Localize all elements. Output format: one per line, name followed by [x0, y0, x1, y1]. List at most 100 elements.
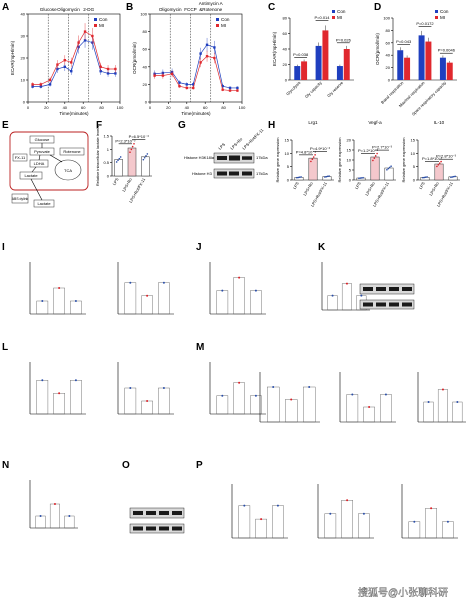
placeholder-blot-strip [359, 283, 415, 295]
pyruvate-to-ldha-arrow [38, 154, 41, 161]
p-value-label: P=1.8*10⁻³ [422, 156, 443, 161]
placeholder-bar [158, 387, 170, 415]
bar-1 [308, 157, 318, 181]
data-dot [438, 162, 441, 164]
panel-h-lrg1-bars: 0 5 10 15 Relative gene expression Lrg1 LPS LPS… [275, 120, 334, 208]
data-dot [423, 176, 426, 179]
legend-label-con: Con [99, 17, 108, 22]
data-point-mi [106, 67, 110, 71]
y-tick-label: 5 [349, 168, 352, 173]
y-tick-label: 40 [143, 64, 148, 69]
placeholder-dot [243, 504, 246, 507]
placeholder-dot [238, 381, 241, 384]
placeholder-dot [308, 386, 311, 388]
placeholder-dot [146, 400, 149, 402]
abs-label: ABS dylink [12, 197, 29, 201]
placeholder-band [363, 302, 373, 307]
y-tick-label: 20 [347, 138, 352, 143]
data-dot [129, 151, 131, 153]
bar-2 [141, 156, 150, 177]
data-dot [454, 175, 456, 178]
placeholder-band [402, 302, 412, 307]
placeholder-bar [346, 394, 359, 423]
p-value-label: P=1.2*10⁻³ [358, 148, 379, 153]
x-axis-label: Time(minutes) [59, 111, 89, 116]
band-label-h3: Histone H3 [192, 171, 213, 176]
bar-1 [434, 163, 444, 181]
abs-box [11, 193, 29, 204]
bar-1 [127, 147, 137, 177]
placeholder-dot [329, 512, 332, 515]
placeholder-dot [39, 515, 42, 517]
placeholder-band [146, 511, 156, 515]
injection-label: &Rotenone [199, 7, 222, 12]
lactate-label: Lactate [24, 173, 38, 178]
data-point-mi [91, 34, 94, 38]
x-tick-label: 80 [99, 105, 104, 110]
placeholder-bar [70, 380, 82, 415]
bar-mi [322, 30, 329, 80]
panel-letter-i: I [2, 242, 5, 253]
lactate-out-box [33, 199, 55, 208]
y-tick-label: 60 [386, 40, 391, 45]
series-line-mi [154, 55, 238, 91]
data-dot [362, 176, 364, 179]
band-h3k18la-lane3 [242, 156, 252, 160]
placeholder-dot [441, 388, 444, 391]
band-h3k18la-lane2 [229, 155, 240, 161]
placeholder-dot [53, 503, 56, 505]
placeholder-bar [36, 300, 49, 315]
p-value-label: P=4.8*10⁻⁴ [296, 149, 317, 154]
data-dot [373, 157, 376, 159]
panel-letters: A B C D E F G H I J K L M N O P [2, 2, 381, 471]
legend-swatch-mi [332, 16, 335, 19]
band-h3-lane1 [217, 171, 227, 176]
data-point-con [221, 84, 224, 88]
data-point-mi [114, 67, 117, 71]
data-point-con [199, 52, 202, 55]
diagram-cell-outline [9, 131, 89, 191]
lactate-out-label: Lactate [37, 201, 51, 206]
series-line-con [154, 44, 238, 89]
y-tick-label: 0 [349, 178, 352, 183]
band-size-1: 17kDa [256, 155, 268, 160]
lane-label-1: LPS [217, 142, 226, 151]
data-dot [143, 156, 146, 159]
data-point-mi [161, 74, 165, 77]
ldha-to-lactate-arrow [31, 166, 37, 173]
panel-g-western-blot: LPS LPS+Ro LPS+Rot/FX-11 Histone H3K18la… [184, 127, 268, 179]
panel-letter-o: O [122, 460, 130, 471]
y-tick-label: 5 [413, 164, 416, 169]
category-label: LPS+Ro [364, 180, 376, 196]
y-tick-label: 80 [143, 29, 148, 34]
x-tick-label: 0 [27, 105, 30, 110]
y-axis-label: Relative gene expression [401, 138, 406, 183]
data-point-mi [70, 61, 73, 64]
data-dot [133, 143, 135, 145]
p-value-label: P=0.0046 [438, 48, 456, 53]
x-tick-label: 40 [185, 105, 190, 110]
y-tick-label: 0 [287, 178, 290, 183]
data-point-con [106, 72, 110, 75]
data-dot [131, 145, 134, 148]
data-point-mi [221, 88, 224, 91]
placeholder-bar [380, 394, 392, 423]
x-tick-label: 40 [63, 105, 68, 110]
panel-b-ocr-chart: 0 20 40 60 80 100 0 20 40 60 80 100 Time(minutes) OCR… [132, 1, 246, 116]
bar-mi [404, 57, 411, 80]
y-tick-label: 20 [283, 62, 288, 67]
data-dot [298, 176, 301, 178]
y-axis-label: Relative intracellular lactate levels [95, 126, 100, 186]
legend-swatch-con [94, 18, 97, 21]
y-tick-label: 80 [386, 28, 391, 33]
placeholder-bar [216, 395, 229, 415]
placeholder-bar [437, 389, 448, 423]
placeholder-dot [345, 282, 348, 285]
y-tick-label: 10 [285, 151, 290, 156]
data-point-mi [178, 84, 181, 88]
data-dot [119, 156, 122, 158]
placeholder-bar [442, 521, 454, 539]
placeholder-bar [53, 393, 65, 415]
data-point-mi [39, 83, 43, 86]
lower-panels [29, 262, 466, 539]
